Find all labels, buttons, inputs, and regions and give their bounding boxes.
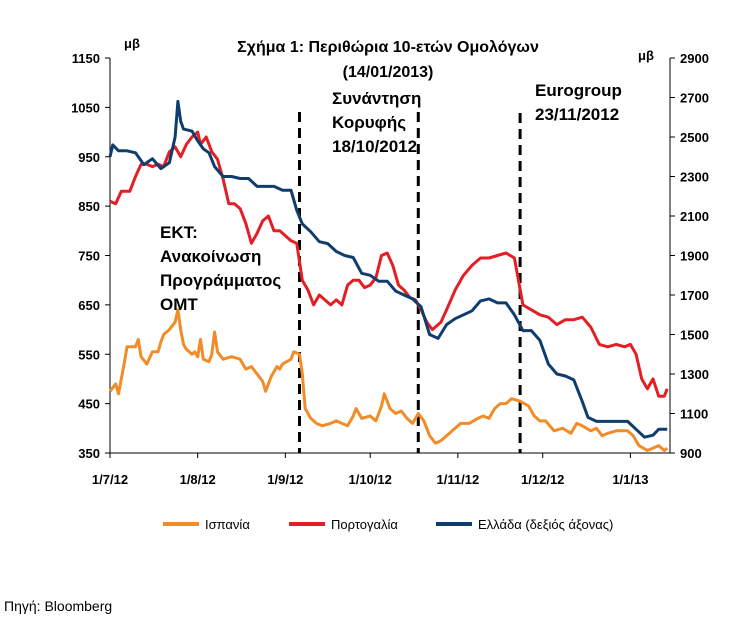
x-tick-label: 1/11/12 <box>437 472 480 487</box>
x-tick-label: 1/7/12 <box>92 472 128 487</box>
annotation-text: ΕΚΤ: <box>160 223 198 242</box>
right-tick-label: 2700 <box>680 91 709 106</box>
left-tick-label: 550 <box>78 347 100 362</box>
right-tick-label: 2300 <box>680 170 709 185</box>
annotation-text: Ανακοίνωση <box>160 247 261 266</box>
annotation-text: Eurogroup <box>535 81 622 100</box>
x-tick-label: 1/10/12 <box>349 472 392 487</box>
right-tick-label: 2100 <box>680 209 709 224</box>
left-tick-label: 450 <box>78 397 100 412</box>
right-tick-label: 1700 <box>680 288 709 303</box>
series-line-2 <box>108 99 668 439</box>
right-tick-label: 900 <box>680 446 702 461</box>
right-tick-label: 2500 <box>680 130 709 145</box>
series-line-0 <box>108 308 669 452</box>
legend-label-portugal: Πορτογαλία <box>331 517 398 532</box>
annotation-text: Συνάντηση <box>332 89 421 108</box>
annotation-text: Κορυφής <box>332 113 406 132</box>
annotation-text: 18/10/2012 <box>332 137 417 156</box>
legend: Ισπανία Πορτογαλία Ελλάδα (δεξιός άξονας… <box>163 517 613 532</box>
left-axis-unit: μβ <box>124 36 140 51</box>
right-tick-label: 1100 <box>680 407 708 422</box>
x-tick-label: 1/12/12 <box>521 472 564 487</box>
left-tick-label: 1150 <box>72 51 100 66</box>
legend-label-spain: Ισπανία <box>205 517 250 532</box>
legend-label-greece: Ελλάδα (δεξιός άξονας) <box>478 517 613 532</box>
chart-subtitle: (14/01/2013) <box>343 64 434 81</box>
right-tick-label: 2900 <box>680 51 709 66</box>
right-tick-label: 1300 <box>680 367 709 382</box>
left-tick-label: 1050 <box>71 100 100 115</box>
left-tick-label: 350 <box>78 446 100 461</box>
annotation-text: OMT <box>160 295 198 314</box>
source-note: Πηγή: Bloomberg <box>4 598 113 614</box>
left-tick-label: 850 <box>78 199 100 214</box>
x-tick-label: 1/1/13 <box>612 472 648 487</box>
x-tick-label: 1/9/12 <box>267 472 303 487</box>
series-line-1 <box>109 130 669 398</box>
plot-area: 350 450 550 650 750 850 950 1050 1150 900 1100 1300… <box>71 51 709 487</box>
left-tick-label: 650 <box>78 298 100 313</box>
right-tick-label: 1900 <box>680 249 709 264</box>
right-axis-unit: μβ <box>638 48 654 63</box>
right-tick-label: 1500 <box>680 328 709 343</box>
annotation-text: Προγράμματος <box>160 271 281 290</box>
left-tick-label: 950 <box>78 150 100 165</box>
left-tick-label: 750 <box>78 249 100 264</box>
chart-title: Σχήμα 1: Περιθώρια 10-ετών Ομολόγων <box>237 39 539 56</box>
x-tick-label: 1/8/12 <box>180 472 216 487</box>
annotation-text: 23/11/2012 <box>535 105 619 124</box>
